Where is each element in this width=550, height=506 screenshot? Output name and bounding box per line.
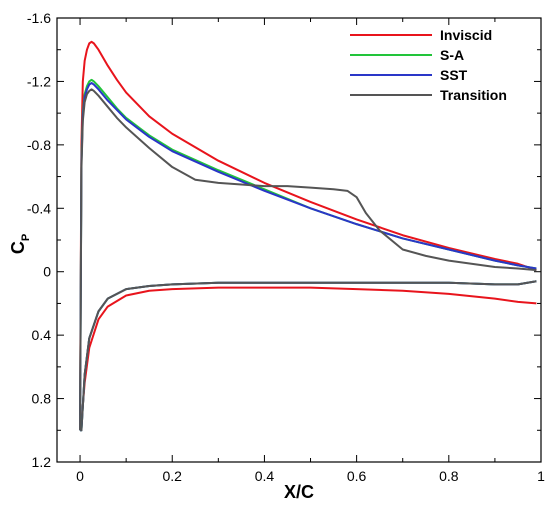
y-tick-label: 0 bbox=[43, 264, 51, 280]
plot-frame bbox=[56, 17, 542, 463]
series-layer bbox=[79, 40, 537, 432]
series-inviscid-lower-line bbox=[79, 286, 537, 424]
x-tick-label: 0.6 bbox=[347, 468, 367, 484]
legend: Inviscid S-A SST Transition bbox=[350, 27, 507, 103]
y-tick-label: -0.4 bbox=[27, 200, 51, 216]
y-tick-label: 0.8 bbox=[32, 391, 52, 407]
y-tick-label: -1.6 bbox=[27, 10, 51, 26]
legend-label-s-a: S-A bbox=[440, 47, 464, 63]
series-transition-lower-line bbox=[80, 280, 537, 432]
series-s-a-lower-line bbox=[80, 280, 537, 432]
y-tick-label: 0.4 bbox=[32, 327, 52, 343]
y-tick-label: -0.8 bbox=[27, 137, 51, 153]
axis-layer: 0 0.2 0.4 0.6 0.8 1 -1.6 -1.2 -0.8 -0.4 0 0.4 0.8 1.2 bbox=[27, 10, 545, 484]
legend-label-transition: Transition bbox=[440, 87, 507, 103]
y-axis-title: CP bbox=[8, 234, 32, 254]
x-axis-title: X/C bbox=[284, 482, 314, 502]
svg-text:CP: CP bbox=[8, 234, 32, 254]
x-tick-label: 0.4 bbox=[255, 468, 275, 484]
legend-label-inviscid: Inviscid bbox=[440, 27, 492, 43]
legend-label-sst: SST bbox=[440, 67, 468, 83]
y-tick-label: -1.2 bbox=[27, 73, 51, 89]
x-tick-label: 0.8 bbox=[439, 468, 459, 484]
x-tick-label: 1 bbox=[537, 468, 545, 484]
series-inviscid-upper-line bbox=[79, 40, 537, 415]
y-axis-title-sub: P bbox=[20, 234, 32, 241]
series-sst-upper-line bbox=[79, 82, 537, 431]
series-sst-lower-line bbox=[80, 280, 537, 432]
y-axis-title-main: C bbox=[8, 241, 28, 254]
series-transition-upper-line bbox=[79, 88, 537, 431]
x-tick-label: 0 bbox=[76, 468, 84, 484]
x-tick-label: 0.2 bbox=[163, 468, 183, 484]
y-tick-label: 1.2 bbox=[32, 454, 52, 470]
